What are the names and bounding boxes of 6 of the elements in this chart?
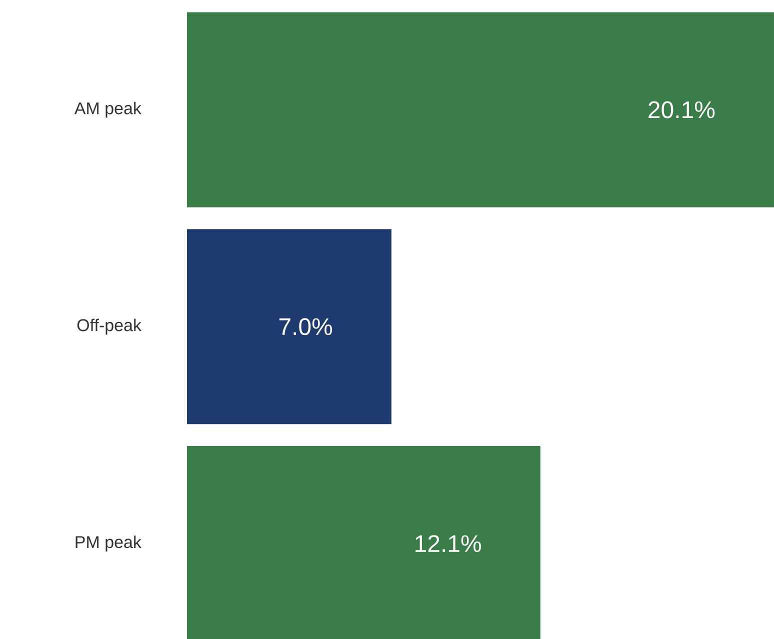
data-label: 20.1% — [648, 101, 715, 118]
data-label: 7.0% — [279, 318, 332, 336]
y-tick-label: PM peak — [76, 536, 142, 552]
y-tick-label: AM peak — [74, 102, 142, 118]
y-tick-label: Off-peak — [77, 318, 142, 335]
data-label: 12.1% — [416, 535, 481, 552]
